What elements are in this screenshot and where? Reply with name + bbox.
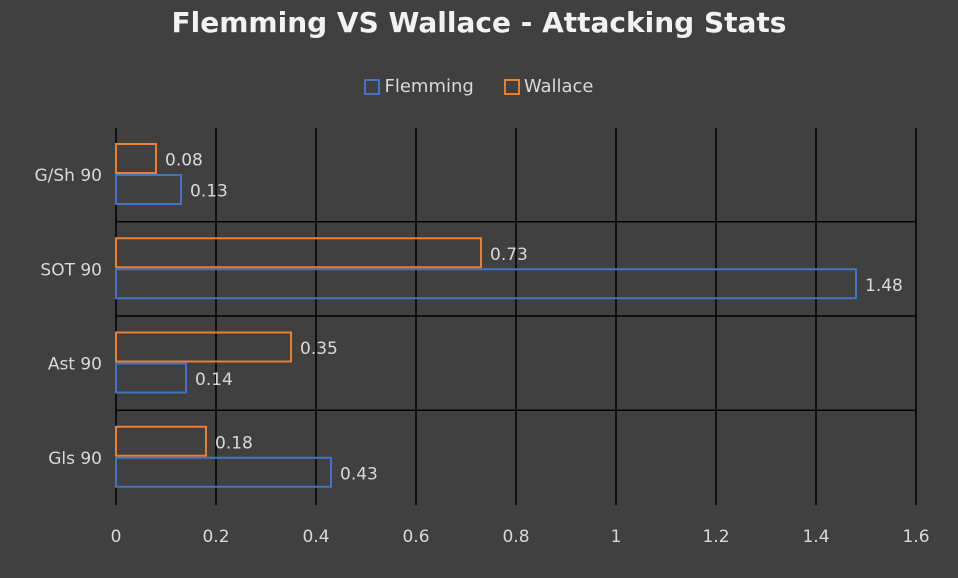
category-label: G/Sh 90 — [34, 166, 102, 186]
x-tick-label: 0.8 — [502, 527, 529, 547]
chart-title: Flemming VS Wallace - Attacking Stats — [171, 6, 787, 39]
bar-flemming — [115, 362, 187, 394]
legend-item-wallace: Wallace — [503, 76, 594, 97]
bar-wallace — [115, 143, 157, 174]
data-label-wallace: 0.18 — [215, 433, 253, 453]
bar-wallace — [115, 331, 292, 363]
category-label: SOT 90 — [40, 260, 102, 280]
data-label-wallace: 0.35 — [300, 339, 338, 359]
x-tick-label: 0.4 — [302, 527, 329, 547]
data-label-flemming: 1.48 — [865, 276, 903, 296]
legend-label-wallace: Wallace — [523, 76, 594, 97]
x-tick-label: 1 — [611, 527, 622, 547]
legend-item-flemming: Flemming — [364, 76, 474, 97]
x-tick-label: 1.4 — [802, 527, 829, 547]
category-label: Gls 90 — [48, 449, 102, 469]
data-label-wallace: 0.08 — [165, 151, 203, 171]
x-tick-label: 0.6 — [402, 527, 429, 547]
category-label: Ast 90 — [48, 355, 102, 375]
bar-flemming — [115, 268, 857, 300]
data-label-wallace: 0.73 — [490, 245, 528, 265]
data-label-flemming: 0.13 — [190, 182, 228, 202]
legend-swatch-flemming — [364, 78, 381, 95]
data-label-flemming: 0.14 — [195, 370, 233, 390]
x-tick-label: 1.6 — [902, 527, 929, 547]
data-label-flemming: 0.43 — [340, 464, 378, 484]
x-tick-label: 1.2 — [702, 527, 729, 547]
legend-swatch-wallace — [503, 78, 520, 95]
legend: Flemming Wallace — [0, 76, 958, 97]
bar-wallace — [115, 425, 207, 457]
bar-wallace — [115, 237, 482, 269]
legend-label-flemming: Flemming — [384, 76, 474, 97]
bar-flemming — [115, 456, 332, 488]
x-tick-label: 0 — [111, 527, 122, 547]
x-tick-label: 0.2 — [202, 527, 229, 547]
bar-flemming — [115, 174, 182, 205]
